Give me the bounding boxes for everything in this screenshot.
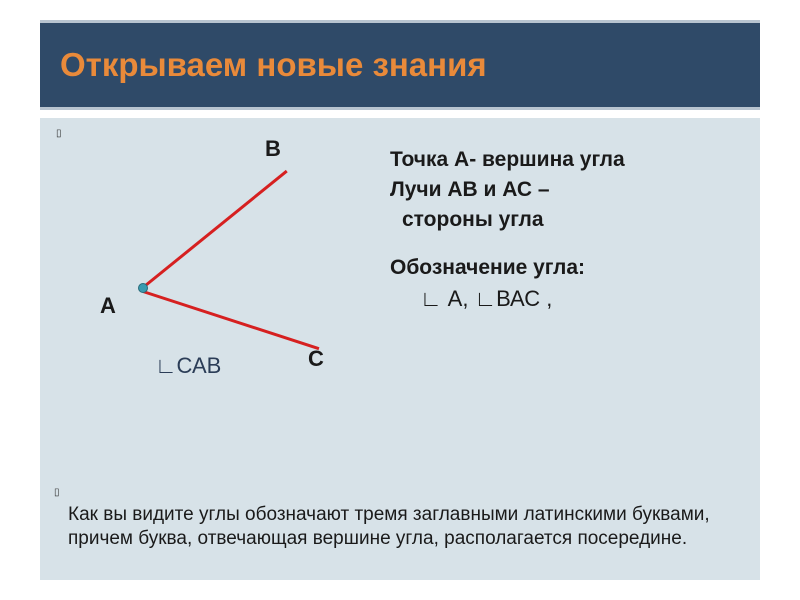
label-c: С	[308, 346, 324, 372]
footer-text: Как вы видите углы обозначают тремя загл…	[68, 503, 732, 552]
vertex-dot	[138, 283, 148, 293]
header-band: Открываем новые знания	[40, 20, 760, 110]
ray-ac	[143, 290, 320, 350]
line-5: ∟ А, ∟ВАС ,	[390, 286, 740, 312]
line-2: Лучи АВ и АС –	[390, 178, 740, 202]
content-panel: ▯ А В С ∟САВ Точка А- вершина угла Лучи …	[40, 118, 760, 580]
ray-ab	[142, 170, 288, 289]
label-cab: ∟САВ	[155, 353, 221, 379]
line-4: Обозначение угла:	[390, 256, 740, 280]
line-3: стороны угла	[390, 208, 740, 232]
label-b: В	[265, 136, 281, 162]
label-a: А	[100, 293, 116, 319]
slide: Открываем новые знания ▯ А В С ∟САВ Точк…	[0, 0, 800, 600]
bullet-footer-icon: ▯	[54, 487, 60, 498]
slide-title: Открываем новые знания	[60, 46, 487, 84]
line-1: Точка А- вершина угла	[390, 148, 740, 172]
text-block: Точка А- вершина угла Лучи АВ и АС – сто…	[390, 148, 740, 312]
bullet-icon: ▯	[56, 128, 62, 139]
angle-diagram: А В С ∟САВ	[70, 128, 390, 398]
